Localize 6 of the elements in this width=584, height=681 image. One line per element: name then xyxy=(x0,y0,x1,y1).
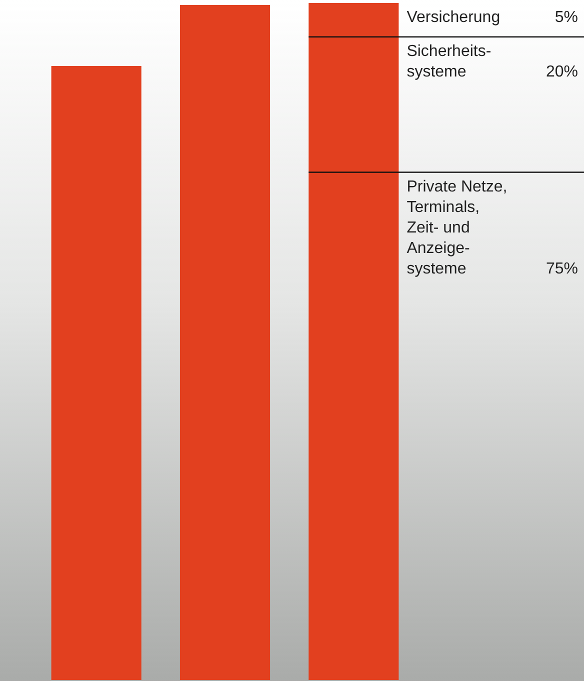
annotation: Private Netze, Terminals, Zeit- und Anzeige- systeme xyxy=(406,178,508,278)
annotation: Sicherheits- systeme xyxy=(406,42,492,80)
text: 5% xyxy=(554,9,578,26)
text: 75% xyxy=(546,260,578,278)
text: 20% xyxy=(546,63,578,80)
annotation: Versicherung xyxy=(406,9,500,26)
